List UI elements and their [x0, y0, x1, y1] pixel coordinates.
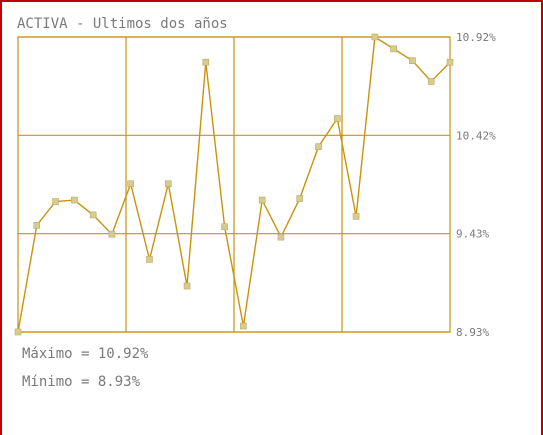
- data-point: [352, 213, 360, 220]
- data-point: [221, 223, 228, 231]
- data-point: [52, 198, 59, 205]
- data-point: [409, 57, 416, 65]
- y-tick-labels: 10.92% 10.42% 9.43% 8.93%: [456, 31, 496, 339]
- maximum-value-text: Máximo = 10.92%: [22, 346, 149, 362]
- data-point: [446, 58, 454, 66]
- data-point: [71, 196, 78, 204]
- data-point: [390, 45, 397, 53]
- chart-title: ACTIVA - Ultimos dos años: [17, 16, 228, 32]
- data-point: [334, 115, 341, 122]
- data-point: [108, 230, 116, 238]
- grid-layer: [17, 36, 451, 333]
- data-point: [427, 78, 435, 85]
- y-tick-label: 9.43%: [456, 228, 489, 241]
- data-point: [183, 282, 191, 290]
- data-point: [371, 33, 379, 41]
- data-point: [277, 233, 285, 241]
- y-tick-label: 10.92%: [456, 31, 496, 44]
- data-point: [202, 58, 210, 66]
- marker-layer: [14, 33, 454, 336]
- data-point: [164, 180, 172, 188]
- data-point: [89, 211, 97, 219]
- data-point: [146, 256, 153, 263]
- data-point: [14, 328, 22, 336]
- y-tick-label: 10.42%: [456, 129, 496, 142]
- minimum-value-text: Mínimo = 8.93%: [22, 374, 141, 390]
- data-point: [258, 196, 266, 204]
- data-point: [33, 221, 41, 229]
- y-tick-label: 8.93%: [456, 326, 489, 339]
- data-point: [127, 180, 134, 188]
- data-point: [315, 143, 322, 150]
- data-point: [240, 322, 247, 330]
- data-point: [296, 195, 304, 202]
